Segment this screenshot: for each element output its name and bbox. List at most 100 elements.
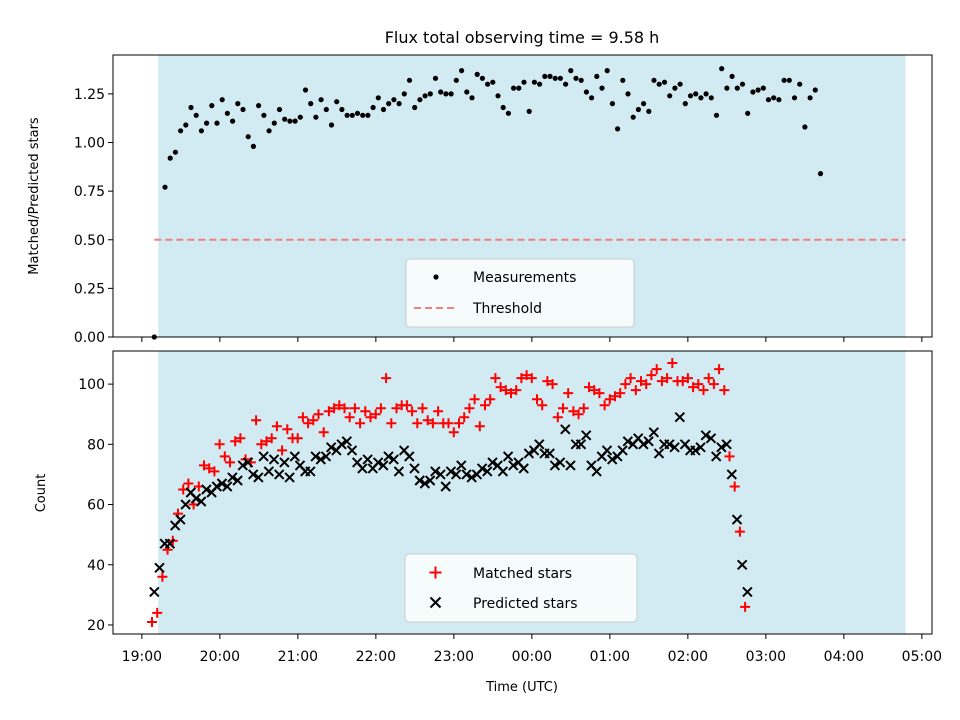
predicted-star-point <box>461 469 472 480</box>
top-legend: Measurements Threshold <box>405 258 635 328</box>
predicted-star-point <box>487 457 498 468</box>
predicted-star-point <box>279 457 290 468</box>
measurement-point <box>183 122 189 128</box>
x-tick-label: 00:00 <box>512 649 552 665</box>
predicted-star-point <box>404 451 415 462</box>
matched-star-point <box>282 424 293 435</box>
predicted-star-point <box>466 472 477 483</box>
measurement-point <box>230 118 236 124</box>
predicted-star-point <box>575 439 587 450</box>
predicted-star-point <box>648 427 660 438</box>
bottom-legend: Matched stars Predicted stars <box>404 553 638 623</box>
predicted-star-point <box>149 586 160 598</box>
predicted-star-point <box>273 469 285 480</box>
predicted-star-point <box>456 460 467 471</box>
matched-star-point <box>157 571 168 582</box>
matched-star-point <box>537 400 548 411</box>
measurement-point <box>672 85 678 91</box>
matched-star-point <box>381 373 392 384</box>
measurement-point <box>464 89 470 95</box>
matched-star-point <box>443 418 454 429</box>
bottom-y-tick-label: 40 <box>87 558 105 574</box>
measurement-point <box>750 89 756 95</box>
matched-star-point <box>219 451 230 462</box>
matched-star-point <box>147 617 157 627</box>
matched-star-point <box>729 481 740 492</box>
measurement-point <box>729 73 735 79</box>
predicted-star-point <box>310 451 321 462</box>
measurement-point <box>240 106 246 113</box>
measurement-point <box>776 97 782 103</box>
top-y-tick-label: 0.00 <box>74 330 105 346</box>
matched-star-point <box>297 412 308 423</box>
matched-star-point <box>578 403 589 414</box>
matched-star-point <box>526 373 537 384</box>
measurement-point <box>755 87 761 93</box>
measurement-point <box>557 75 564 81</box>
measurement-point <box>547 73 553 79</box>
predicted-star-point <box>695 442 706 453</box>
matched-star-point <box>448 427 459 438</box>
measurement-point <box>760 85 766 91</box>
predicted-star-point <box>336 439 347 450</box>
top-y-tick-label: 0.25 <box>74 281 105 297</box>
x-tick-label: 22:00 <box>356 649 396 665</box>
measurement-point <box>771 95 777 101</box>
predicted-star-point <box>742 586 753 598</box>
matched-star-point <box>292 433 303 444</box>
matched-star-point <box>552 412 563 423</box>
matched-star-point <box>469 394 480 405</box>
matched-star-point <box>703 373 714 384</box>
measurement-point <box>448 91 454 97</box>
predicted-star-point <box>325 442 337 453</box>
measurement-point <box>537 81 543 87</box>
measurement-point <box>474 71 480 77</box>
predicted-star-point <box>617 445 628 456</box>
measurement-point <box>786 77 792 83</box>
predicted-star-point <box>378 460 389 471</box>
bottom-y-tick-label: 60 <box>87 498 105 514</box>
measurement-point <box>292 118 298 124</box>
predicted-star-point <box>502 451 514 462</box>
predicted-star-point <box>560 424 571 435</box>
measurement-point <box>287 118 293 124</box>
matched-star-point <box>225 457 235 468</box>
matched-star-point <box>651 364 662 375</box>
measurement-point <box>490 79 496 85</box>
measurement-point <box>412 104 418 111</box>
matched-star-point <box>708 379 719 390</box>
predicted-star-point <box>705 433 717 444</box>
matched-star-point <box>615 388 626 399</box>
measurement-point <box>791 95 798 101</box>
top-y-axis-label: Matched/Predicted stars <box>27 117 42 275</box>
measurement-point <box>589 95 595 101</box>
predicted-star-point <box>497 466 509 477</box>
predicted-star-point <box>362 454 373 465</box>
measurement-point <box>406 77 413 83</box>
measurement-point <box>219 97 225 103</box>
measurement-point <box>765 97 772 103</box>
measurement-point <box>282 116 288 122</box>
predicted-star-point <box>523 448 535 459</box>
measurement-point <box>370 104 376 111</box>
measurement-point <box>667 93 673 99</box>
matched-star-point <box>532 394 542 405</box>
measurement-point <box>677 81 683 87</box>
matched-star-point <box>511 385 522 396</box>
measurement-point <box>375 95 381 101</box>
top-y-tick-label: 0.75 <box>74 184 105 200</box>
top-y-tick-label: 1.25 <box>74 87 105 103</box>
matched-star-point <box>417 403 428 414</box>
predicted-star-point <box>175 514 186 525</box>
predicted-star-point <box>591 466 602 477</box>
measurement-point <box>459 68 465 74</box>
matched-star-point <box>230 436 241 447</box>
matched-star-point <box>391 403 402 414</box>
measurement-point <box>438 89 444 95</box>
measurement-point <box>339 106 345 113</box>
x-tick-label: 04:00 <box>824 649 864 665</box>
matched-star-point <box>724 451 735 462</box>
measurement-point <box>687 93 694 99</box>
chart-title: Flux total observing time = 9.58 h <box>385 28 660 47</box>
